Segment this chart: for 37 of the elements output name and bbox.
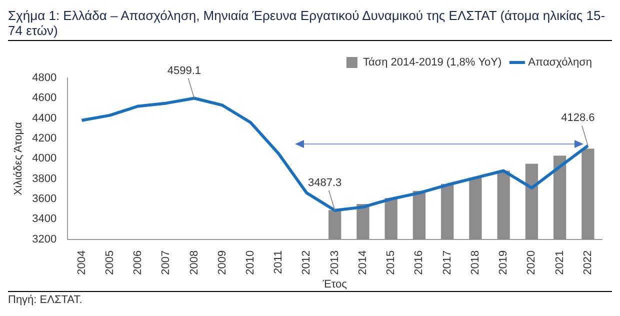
legend-label: Τάση 2014-2019 (1,8% YoY) xyxy=(362,56,502,69)
x-axis-title: Έτος xyxy=(322,278,347,290)
x-tick-label: 2015 xyxy=(385,250,398,275)
y-tick-label: 4800 xyxy=(32,72,57,84)
x-tick-label: 2012 xyxy=(300,250,313,275)
x-tick-label: 2009 xyxy=(216,250,228,275)
data-label: 4599.1 xyxy=(167,64,202,77)
x-tick-label: 2020 xyxy=(526,250,538,275)
y-tick-label: 4200 xyxy=(32,132,57,145)
x-tick-label: 2013 xyxy=(328,250,341,275)
legend-label: Απασχόληση xyxy=(528,56,592,69)
x-tick-label: 2017 xyxy=(441,250,454,275)
x-tick-label: 2016 xyxy=(413,250,426,275)
chart-title: Σχήμα 1: Ελλάδα – Απασχόληση, Μηνιαία Έρευνα Εργατικού Δυναμικού της ΕΛΣΤΑΤ (άτομα ηλικίας 15-74 ετών) xyxy=(8,8,612,41)
x-tick-label: 2005 xyxy=(104,250,116,275)
y-tick-label: 3400 xyxy=(32,213,57,226)
x-tick-label: 2007 xyxy=(160,250,172,275)
x-tick-label: 2010 xyxy=(244,250,256,275)
text: Πηγή: ΕΛΣΤΑΤ. xyxy=(8,294,612,306)
y-tick-label: 3800 xyxy=(32,172,57,185)
y-tick-label: 3600 xyxy=(32,193,57,206)
y-axis-title: Χιλιάδες Άτομα xyxy=(12,121,25,196)
x-tick-label: 2004 xyxy=(76,250,88,275)
x-tick-label: 2011 xyxy=(272,250,285,274)
y-tick-label: 4000 xyxy=(32,152,57,165)
x-tick-label: 2008 xyxy=(188,250,200,275)
y-tick-label: 3200 xyxy=(32,233,57,246)
data-label: 3487.3 xyxy=(308,176,342,189)
y-tick-label: 4400 xyxy=(32,112,57,124)
y-tick-label: 4600 xyxy=(32,92,57,104)
x-tick-label: 2018 xyxy=(469,250,482,275)
x-tick-label: 2019 xyxy=(498,250,510,275)
x-tick-label: 2021 xyxy=(554,250,566,275)
x-tick-label: 2014 xyxy=(356,250,369,275)
x-tick-label: 2022 xyxy=(582,250,594,275)
data-label: 4128.6 xyxy=(561,112,595,124)
x-tick-label: 2006 xyxy=(132,250,144,275)
